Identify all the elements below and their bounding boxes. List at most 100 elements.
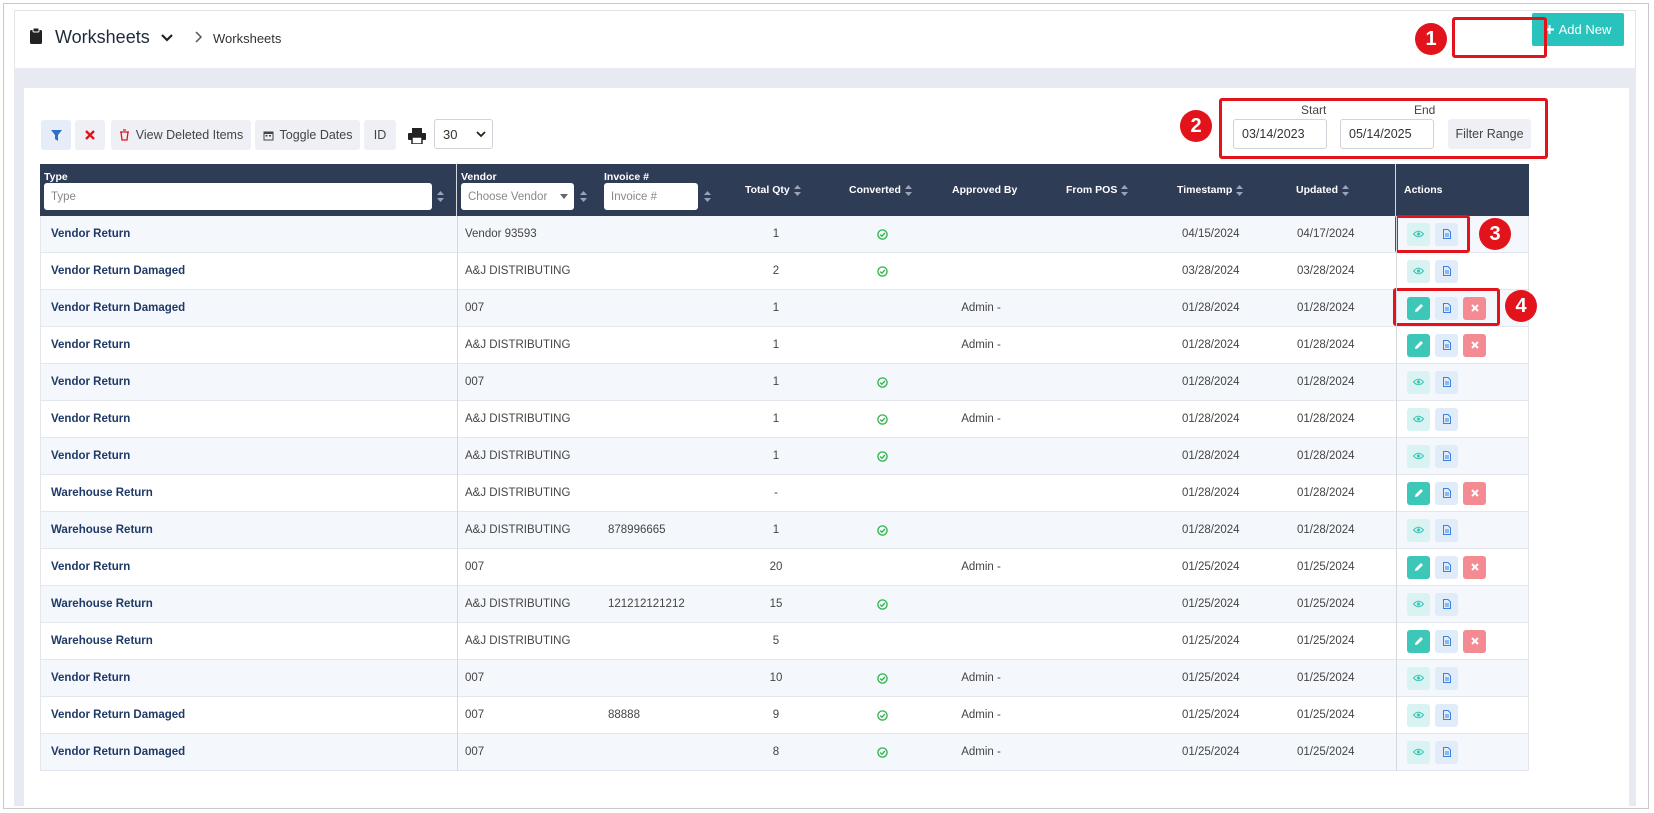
- sort-icon[interactable]: [580, 191, 587, 202]
- edit-button[interactable]: [1407, 481, 1430, 505]
- row-type-link[interactable]: Vendor Return: [51, 413, 131, 425]
- breadcrumb[interactable]: Worksheets: [213, 31, 282, 46]
- id-toggle-button[interactable]: ID: [364, 120, 396, 150]
- filter-range-button[interactable]: Filter Range: [1448, 119, 1531, 149]
- eye-icon: [1413, 674, 1424, 682]
- view-button[interactable]: [1407, 592, 1430, 616]
- document-button[interactable]: [1435, 333, 1458, 357]
- row-actions: [1407, 327, 1486, 363]
- view-deleted-button[interactable]: View Deleted Items: [111, 120, 251, 150]
- document-button[interactable]: [1435, 296, 1458, 320]
- add-new-label: Add New: [1558, 22, 1612, 37]
- row-type-link[interactable]: Warehouse Return: [51, 598, 153, 610]
- document-button[interactable]: [1435, 629, 1458, 653]
- print-icon[interactable]: [408, 128, 426, 144]
- table-row: Vendor Return Damaged 007 1 Admin - 01/28/20…: [41, 290, 1528, 327]
- sort-icon[interactable]: [704, 191, 711, 202]
- row-total-qty: 8: [772, 746, 780, 758]
- check-circle-icon: [876, 265, 888, 277]
- document-button[interactable]: [1435, 555, 1458, 579]
- edit-button[interactable]: [1407, 333, 1430, 357]
- clear-filters-button[interactable]: [75, 120, 105, 150]
- document-button[interactable]: [1435, 518, 1458, 542]
- view-button[interactable]: [1407, 407, 1430, 431]
- row-actions: [1407, 364, 1458, 400]
- row-type-link[interactable]: Vendor Return: [51, 376, 131, 388]
- delete-button[interactable]: [1463, 296, 1486, 320]
- row-total-qty: 20: [769, 561, 783, 573]
- document-button[interactable]: [1435, 259, 1458, 283]
- page-size-select[interactable]: 30: [434, 119, 493, 149]
- delete-icon: [1470, 341, 1479, 349]
- delete-button[interactable]: [1463, 629, 1486, 653]
- row-vendor: 007: [465, 302, 485, 314]
- row-updated: 03/28/2024: [1297, 265, 1355, 277]
- sort-icon[interactable]: [437, 191, 444, 202]
- edit-button[interactable]: [1407, 555, 1430, 579]
- column-header-total-qty[interactable]: Total Qty: [745, 184, 801, 196]
- vendor-select[interactable]: Choose Vendor: [461, 183, 574, 210]
- row-type-link[interactable]: Vendor Return: [51, 450, 131, 462]
- row-type-link[interactable]: Vendor Return: [51, 561, 131, 573]
- check-circle-icon: [876, 228, 888, 240]
- document-button[interactable]: [1435, 740, 1458, 764]
- toggle-dates-button[interactable]: Toggle Dates: [255, 120, 360, 150]
- view-button[interactable]: [1407, 740, 1430, 764]
- document-button[interactable]: [1435, 592, 1458, 616]
- column-header-from-pos[interactable]: From POS: [1066, 184, 1129, 196]
- row-type-link[interactable]: Vendor Return: [51, 339, 131, 351]
- row-type-link[interactable]: Vendor Return: [51, 228, 131, 240]
- document-button[interactable]: [1435, 407, 1458, 431]
- row-type-link[interactable]: Vendor Return Damaged: [51, 265, 186, 277]
- row-type-link[interactable]: Vendor Return Damaged: [51, 709, 186, 721]
- row-type-link[interactable]: Vendor Return Damaged: [51, 746, 186, 758]
- view-button[interactable]: [1407, 370, 1430, 394]
- row-type-link[interactable]: Warehouse Return: [51, 487, 153, 499]
- document-button[interactable]: [1435, 666, 1458, 690]
- view-button[interactable]: [1407, 259, 1430, 283]
- add-new-button[interactable]: Add New: [1532, 13, 1624, 46]
- row-converted: [861, 734, 903, 770]
- view-button[interactable]: [1407, 666, 1430, 690]
- column-header-converted[interactable]: Converted: [849, 184, 912, 196]
- view-button[interactable]: [1407, 444, 1430, 468]
- row-approved-by: [946, 364, 1016, 400]
- row-total-qty: 1: [772, 413, 780, 425]
- page-title[interactable]: Worksheets: [55, 27, 150, 47]
- document-button[interactable]: [1435, 222, 1458, 246]
- row-total-qty: 9: [772, 709, 780, 721]
- chevron-down-icon[interactable]: [160, 33, 174, 43]
- row-type-link[interactable]: Warehouse Return: [51, 524, 153, 536]
- view-button[interactable]: [1407, 518, 1430, 542]
- view-button[interactable]: [1407, 222, 1430, 246]
- document-icon: [1442, 525, 1451, 535]
- delete-button[interactable]: [1463, 333, 1486, 357]
- document-button[interactable]: [1435, 444, 1458, 468]
- invoice-filter-input[interactable]: Invoice #: [604, 183, 698, 210]
- row-type-link[interactable]: Vendor Return: [51, 672, 131, 684]
- column-header-timestamp[interactable]: Timestamp: [1177, 184, 1244, 196]
- document-button[interactable]: [1435, 481, 1458, 505]
- row-type-link[interactable]: Vendor Return Damaged: [51, 302, 186, 314]
- start-date-input[interactable]: 03/14/2023: [1233, 119, 1327, 149]
- view-button[interactable]: [1407, 703, 1430, 727]
- table-row: Vendor Return Damaged 007 88888 9 Admin - 01/…: [41, 697, 1528, 734]
- row-converted: [861, 660, 903, 696]
- end-date-input[interactable]: 05/14/2025: [1340, 119, 1434, 149]
- filter-button[interactable]: [41, 120, 71, 150]
- row-vendor: 007: [465, 376, 485, 388]
- document-button[interactable]: [1435, 370, 1458, 394]
- row-actions: [1407, 438, 1458, 474]
- delete-button[interactable]: [1463, 555, 1486, 579]
- row-type-link[interactable]: Warehouse Return: [51, 635, 153, 647]
- edit-button[interactable]: [1407, 296, 1430, 320]
- type-filter-input[interactable]: Type: [44, 183, 432, 210]
- column-header-type: Type: [44, 171, 68, 183]
- document-button[interactable]: [1435, 703, 1458, 727]
- eye-icon: [1413, 526, 1424, 534]
- column-header-approved-by: Approved By: [952, 184, 1017, 196]
- delete-button[interactable]: [1463, 481, 1486, 505]
- column-header-updated[interactable]: Updated: [1296, 184, 1349, 196]
- edit-button[interactable]: [1407, 629, 1430, 653]
- row-converted: [861, 697, 903, 733]
